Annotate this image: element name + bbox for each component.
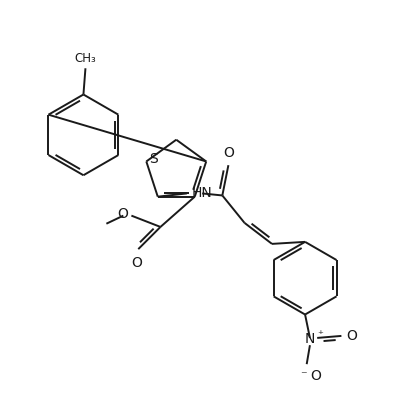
Text: S: S [149, 152, 158, 166]
Text: N: N [305, 332, 315, 346]
Text: O: O [223, 146, 234, 160]
Text: O: O [346, 329, 357, 343]
Text: ⁺: ⁺ [317, 330, 323, 340]
Text: ⁻: ⁻ [300, 369, 307, 382]
Text: O: O [117, 207, 128, 221]
Text: CH₃: CH₃ [75, 52, 96, 65]
Text: O: O [310, 369, 321, 383]
Text: HN: HN [192, 186, 212, 200]
Text: O: O [131, 256, 142, 270]
